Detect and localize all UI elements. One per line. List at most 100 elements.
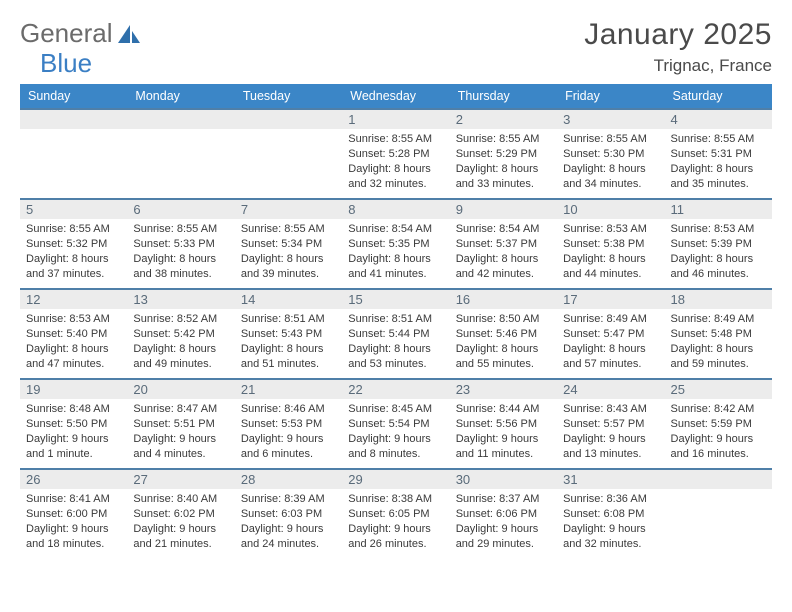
day-number: 30: [450, 470, 557, 489]
day-details: Sunrise: 8:53 AMSunset: 5:39 PMDaylight:…: [665, 219, 772, 285]
day-number: [20, 110, 127, 129]
day-number: 4: [665, 110, 772, 129]
calendar-cell: 23Sunrise: 8:44 AMSunset: 5:56 PMDayligh…: [450, 379, 557, 469]
day-details: Sunrise: 8:36 AMSunset: 6:08 PMDaylight:…: [557, 489, 664, 555]
day-number: 31: [557, 470, 664, 489]
calendar-cell: 25Sunrise: 8:42 AMSunset: 5:59 PMDayligh…: [665, 379, 772, 469]
calendar-cell: [665, 469, 772, 559]
calendar-cell: 12Sunrise: 8:53 AMSunset: 5:40 PMDayligh…: [20, 289, 127, 379]
location: Trignac, France: [584, 56, 772, 76]
sunset-line: Sunset: 6:00 PM: [26, 507, 121, 522]
day-details: Sunrise: 8:55 AMSunset: 5:33 PMDaylight:…: [127, 219, 234, 285]
day-number: 6: [127, 200, 234, 219]
calendar-cell: 27Sunrise: 8:40 AMSunset: 6:02 PMDayligh…: [127, 469, 234, 559]
calendar-cell: [20, 109, 127, 199]
day-details: Sunrise: 8:43 AMSunset: 5:57 PMDaylight:…: [557, 399, 664, 465]
sunrise-line: Sunrise: 8:52 AM: [133, 312, 228, 327]
day-number: 27: [127, 470, 234, 489]
day-number: 14: [235, 290, 342, 309]
daylight-line: Daylight: 9 hours and 13 minutes.: [563, 432, 658, 462]
brand-part1: General: [20, 18, 113, 49]
calendar-cell: 31Sunrise: 8:36 AMSunset: 6:08 PMDayligh…: [557, 469, 664, 559]
sunrise-line: Sunrise: 8:55 AM: [241, 222, 336, 237]
day-details: Sunrise: 8:55 AMSunset: 5:31 PMDaylight:…: [665, 129, 772, 195]
day-details: Sunrise: 8:49 AMSunset: 5:48 PMDaylight:…: [665, 309, 772, 375]
sunset-line: Sunset: 5:28 PM: [348, 147, 443, 162]
sunset-line: Sunset: 5:30 PM: [563, 147, 658, 162]
sunrise-line: Sunrise: 8:50 AM: [456, 312, 551, 327]
daylight-line: Daylight: 8 hours and 39 minutes.: [241, 252, 336, 282]
daylight-line: Daylight: 9 hours and 18 minutes.: [26, 522, 121, 552]
sunrise-line: Sunrise: 8:37 AM: [456, 492, 551, 507]
day-details: Sunrise: 8:51 AMSunset: 5:44 PMDaylight:…: [342, 309, 449, 375]
sunrise-line: Sunrise: 8:53 AM: [671, 222, 766, 237]
day-number: 8: [342, 200, 449, 219]
sunrise-line: Sunrise: 8:39 AM: [241, 492, 336, 507]
day-details: Sunrise: 8:55 AMSunset: 5:29 PMDaylight:…: [450, 129, 557, 195]
calendar-cell: 30Sunrise: 8:37 AMSunset: 6:06 PMDayligh…: [450, 469, 557, 559]
day-number: 21: [235, 380, 342, 399]
day-number: 1: [342, 110, 449, 129]
day-number: 2: [450, 110, 557, 129]
calendar-row: 12Sunrise: 8:53 AMSunset: 5:40 PMDayligh…: [20, 289, 772, 379]
title-block: January 2025 Trignac, France: [584, 18, 772, 76]
daylight-line: Daylight: 8 hours and 53 minutes.: [348, 342, 443, 372]
sunset-line: Sunset: 5:34 PM: [241, 237, 336, 252]
day-details: Sunrise: 8:50 AMSunset: 5:46 PMDaylight:…: [450, 309, 557, 375]
day-details: Sunrise: 8:55 AMSunset: 5:30 PMDaylight:…: [557, 129, 664, 195]
sunset-line: Sunset: 5:50 PM: [26, 417, 121, 432]
day-number: 29: [342, 470, 449, 489]
weekday-header: Saturday: [665, 84, 772, 109]
day-number: [665, 470, 772, 489]
calendar-cell: 6Sunrise: 8:55 AMSunset: 5:33 PMDaylight…: [127, 199, 234, 289]
sunrise-line: Sunrise: 8:43 AM: [563, 402, 658, 417]
day-number: 25: [665, 380, 772, 399]
calendar-cell: 3Sunrise: 8:55 AMSunset: 5:30 PMDaylight…: [557, 109, 664, 199]
day-number: 15: [342, 290, 449, 309]
sunset-line: Sunset: 6:06 PM: [456, 507, 551, 522]
day-number: 10: [557, 200, 664, 219]
day-details: Sunrise: 8:55 AMSunset: 5:34 PMDaylight:…: [235, 219, 342, 285]
sunrise-line: Sunrise: 8:55 AM: [348, 132, 443, 147]
sunrise-line: Sunrise: 8:47 AM: [133, 402, 228, 417]
weekday-header: Thursday: [450, 84, 557, 109]
daylight-line: Daylight: 9 hours and 21 minutes.: [133, 522, 228, 552]
weekday-header: Friday: [557, 84, 664, 109]
sunset-line: Sunset: 6:08 PM: [563, 507, 658, 522]
daylight-line: Daylight: 8 hours and 33 minutes.: [456, 162, 551, 192]
day-details: Sunrise: 8:54 AMSunset: 5:37 PMDaylight:…: [450, 219, 557, 285]
sunrise-line: Sunrise: 8:49 AM: [671, 312, 766, 327]
day-details: Sunrise: 8:44 AMSunset: 5:56 PMDaylight:…: [450, 399, 557, 465]
weekday-header: Tuesday: [235, 84, 342, 109]
sunrise-line: Sunrise: 8:38 AM: [348, 492, 443, 507]
sunrise-line: Sunrise: 8:55 AM: [671, 132, 766, 147]
day-number: 18: [665, 290, 772, 309]
header: General January 2025 Trignac, France: [20, 18, 772, 76]
day-number: 19: [20, 380, 127, 399]
sunset-line: Sunset: 5:42 PM: [133, 327, 228, 342]
sunrise-line: Sunrise: 8:48 AM: [26, 402, 121, 417]
day-details: Sunrise: 8:40 AMSunset: 6:02 PMDaylight:…: [127, 489, 234, 555]
day-number: [235, 110, 342, 129]
daylight-line: Daylight: 9 hours and 16 minutes.: [671, 432, 766, 462]
day-number: [127, 110, 234, 129]
daylight-line: Daylight: 8 hours and 35 minutes.: [671, 162, 766, 192]
day-details: Sunrise: 8:49 AMSunset: 5:47 PMDaylight:…: [557, 309, 664, 375]
calendar-cell: 20Sunrise: 8:47 AMSunset: 5:51 PMDayligh…: [127, 379, 234, 469]
calendar-cell: 5Sunrise: 8:55 AMSunset: 5:32 PMDaylight…: [20, 199, 127, 289]
sunset-line: Sunset: 5:47 PM: [563, 327, 658, 342]
sunset-line: Sunset: 5:40 PM: [26, 327, 121, 342]
sunset-line: Sunset: 5:29 PM: [456, 147, 551, 162]
daylight-line: Daylight: 8 hours and 38 minutes.: [133, 252, 228, 282]
calendar-cell: 8Sunrise: 8:54 AMSunset: 5:35 PMDaylight…: [342, 199, 449, 289]
day-details: Sunrise: 8:53 AMSunset: 5:38 PMDaylight:…: [557, 219, 664, 285]
day-details: [127, 129, 234, 136]
calendar-cell: 1Sunrise: 8:55 AMSunset: 5:28 PMDaylight…: [342, 109, 449, 199]
calendar-cell: 2Sunrise: 8:55 AMSunset: 5:29 PMDaylight…: [450, 109, 557, 199]
sunset-line: Sunset: 5:33 PM: [133, 237, 228, 252]
calendar-cell: 16Sunrise: 8:50 AMSunset: 5:46 PMDayligh…: [450, 289, 557, 379]
calendar-cell: 21Sunrise: 8:46 AMSunset: 5:53 PMDayligh…: [235, 379, 342, 469]
calendar-row: 26Sunrise: 8:41 AMSunset: 6:00 PMDayligh…: [20, 469, 772, 559]
daylight-line: Daylight: 8 hours and 46 minutes.: [671, 252, 766, 282]
sunrise-line: Sunrise: 8:41 AM: [26, 492, 121, 507]
